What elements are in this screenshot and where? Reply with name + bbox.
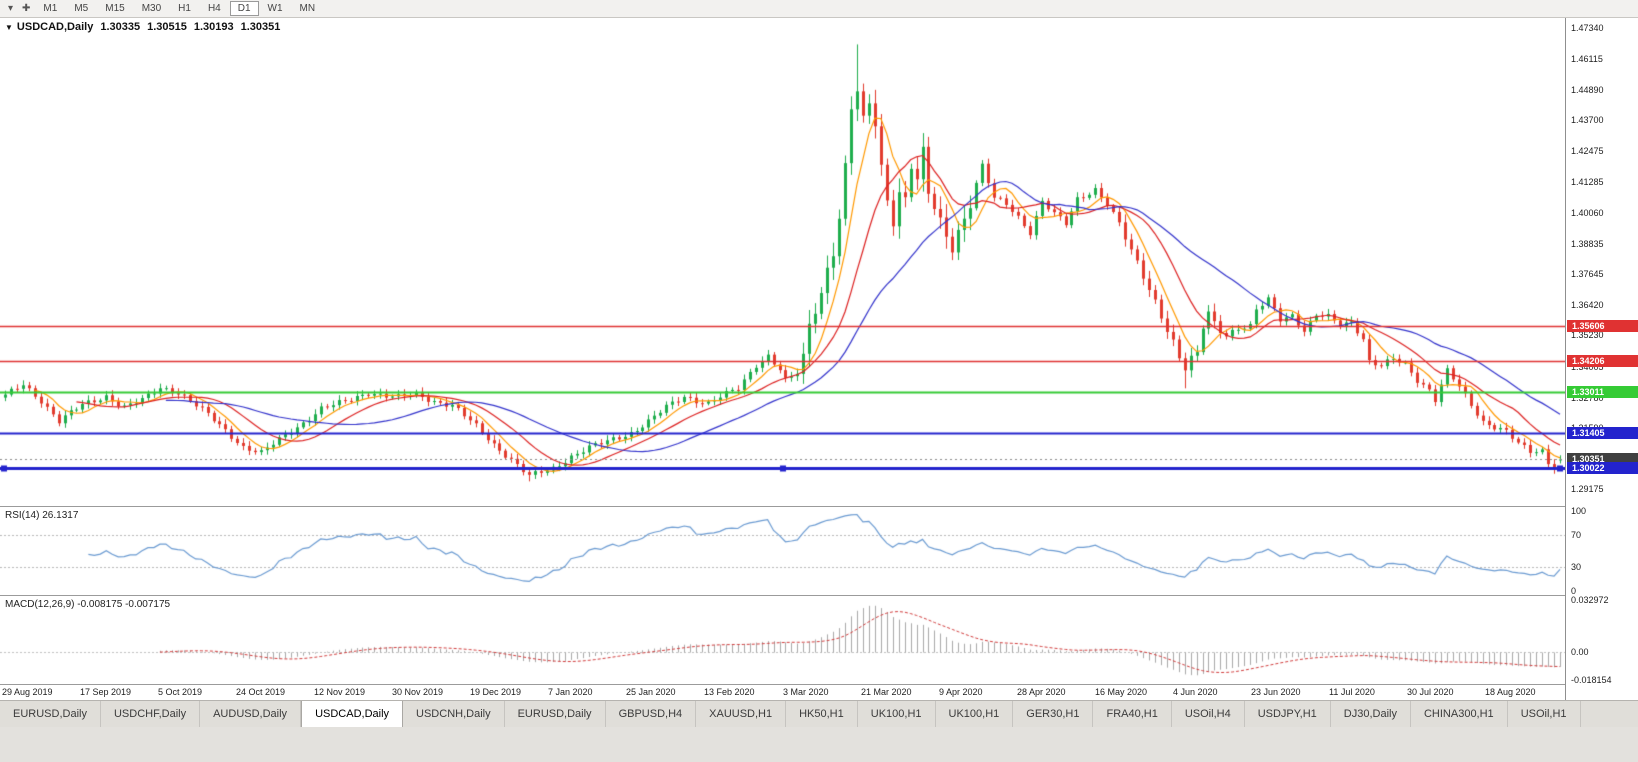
price-tick-label: 1.41285 (1571, 176, 1604, 187)
price-level-tag: 1.30022 (1567, 461, 1638, 474)
date-label: 19 Dec 2019 (470, 687, 522, 697)
timeframe-button-m5[interactable]: M5 (74, 3, 89, 14)
main-chart-canvas[interactable] (0, 18, 1565, 506)
timeframe-button-m15[interactable]: M15 (105, 3, 125, 14)
timeframe-button-m1[interactable]: M1 (43, 3, 58, 14)
date-label: 17 Sep 2019 (80, 687, 132, 697)
macd-indicator-label: MACD(12,26,9) -0.008175 -0.007175 (5, 599, 171, 610)
tab-china300-h1[interactable]: CHINA300,H1 (1411, 701, 1508, 727)
rsi-tick-label: 30 (1571, 562, 1582, 572)
price-tick-label: 1.42475 (1571, 146, 1604, 157)
price-tick-label: 1.29175 (1571, 484, 1604, 495)
timeframe-button-h1[interactable]: H1 (178, 3, 191, 14)
low-value: 1.30193 (193, 21, 234, 33)
date-label: 5 Oct 2019 (158, 687, 203, 697)
tab-xauusd-h1[interactable]: XAUUSD,H1 (696, 701, 787, 727)
rsi-panel-canvas[interactable] (0, 507, 1565, 595)
crosshair-icon[interactable]: ✚ (22, 3, 31, 14)
price-tick-label: 1.35230 (1571, 330, 1604, 341)
price-tick-label: 1.47340 (1571, 22, 1604, 33)
timeframe-button-w1[interactable]: W1 (267, 3, 283, 14)
tab-ger30-h1[interactable]: GER30,H1 (1013, 701, 1094, 727)
price-tick-label: 1.44890 (1571, 84, 1604, 95)
tab-eurusd-daily[interactable]: EURUSD,Daily (0, 701, 101, 727)
price-tick-label: 1.36420 (1571, 300, 1604, 311)
timeframe-button-mn[interactable]: MN (299, 3, 316, 14)
rsi-indicator-label: RSI(14) 26.1317 (5, 510, 79, 521)
date-label: 13 Feb 2020 (704, 687, 755, 697)
timeframe-button-h4[interactable]: H4 (207, 3, 221, 14)
timeframe-button-d1[interactable]: D1 (229, 1, 259, 16)
timeframe-button-group: M1 M5 M15 M30 H1 H4 D1 W1 MN (35, 1, 323, 16)
rsi-tick-label: 70 (1571, 530, 1582, 540)
top-toolbar: ▾ ✚ M1 M5 M15 M30 H1 H4 D1 W1 MN (0, 0, 1638, 18)
tab-usdchf-daily[interactable]: USDCHF,Daily (101, 701, 201, 727)
tab-gbpusd-h4[interactable]: GBPUSD,H4 (606, 701, 697, 727)
price-tick-label: 1.46115 (1571, 53, 1603, 64)
panel-separator[interactable] (0, 506, 1565, 507)
panel-separator (0, 684, 1565, 685)
panel-separator[interactable] (0, 595, 1565, 596)
price-tick-label: 1.40060 (1571, 207, 1604, 218)
timeframe-button-m30[interactable]: M30 (141, 3, 162, 14)
date-label: 3 Mar 2020 (783, 687, 829, 697)
date-label: 21 Mar 2020 (861, 687, 912, 697)
date-label: 23 Jun 2020 (1251, 687, 1301, 697)
symbol-period-label: USDCAD,Daily (16, 21, 94, 33)
date-label: 24 Oct 2019 (236, 687, 286, 697)
tab-usoil-h4[interactable]: USOil,H4 (1172, 701, 1245, 727)
date-label: 12 Nov 2019 (314, 687, 366, 697)
date-label: 25 Jan 2020 (626, 687, 676, 697)
open-value: 1.30335 (100, 21, 141, 33)
macd-tick-label: 0.00 (1571, 646, 1589, 657)
price-tick-label: 1.37645 (1571, 269, 1604, 280)
date-label: 30 Nov 2019 (392, 687, 444, 697)
price-tick-label: 1.43700 (1571, 115, 1604, 126)
price-level-tag: 1.31405 (1567, 426, 1638, 439)
tab-audusd-daily[interactable]: AUDUSD,Daily (200, 701, 302, 727)
price-level-tag: 1.35606 (1567, 319, 1638, 332)
macd-panel-canvas[interactable] (0, 596, 1565, 684)
tab-usdcnh-daily[interactable]: USDCNH,Daily (403, 701, 505, 727)
tab-hk50-h1[interactable]: HK50,H1 (786, 701, 858, 727)
high-value: 1.30515 (147, 21, 187, 33)
time-axis[interactable]: 29 Aug 2019 17 Sep 2019 5 Oct 2019 24 Oct 2… (0, 685, 1565, 700)
date-label: 7 Jan 2020 (548, 687, 593, 697)
tab-dj30-daily[interactable]: DJ30,Daily (1331, 701, 1411, 727)
tab-usdjpy-h1[interactable]: USDJPY,H1 (1245, 701, 1331, 727)
tab-usdcad-daily[interactable]: USDCAD,Daily (301, 701, 404, 727)
macd-tick-label: 0.032972 (1571, 595, 1609, 606)
macd-tick-label: -0.018154 (1571, 674, 1612, 685)
date-label: 11 Jul 2020 (1329, 687, 1375, 697)
price-tick-label: 1.38835 (1571, 238, 1604, 249)
tab-fra40-h1[interactable]: FRA40,H1 (1093, 701, 1172, 727)
tab-eurusd-daily[interactable]: EURUSD,Daily (505, 701, 606, 727)
price-axis[interactable]: 1.47340 1.46115 1.44890 1.43700 1.42475 1.412… (1565, 18, 1638, 700)
date-label: 30 Jul 2020 (1407, 687, 1454, 697)
date-label: 28 Apr 2020 (1017, 687, 1066, 697)
date-label: 18 Aug 2020 (1485, 687, 1536, 697)
rsi-tick-label: 0 (1571, 586, 1577, 596)
tab-usoil-h1[interactable]: USOil,H1 (1508, 701, 1581, 727)
date-label: 9 Apr 2020 (939, 687, 983, 697)
chart-tab-bar: EURUSD,Daily USDCHF,Daily AUDUSD,Daily USDC… (0, 700, 1638, 727)
chart-window: ▼ USDCAD,Daily 1.30335 1.30515 1.30193 1… (0, 18, 1638, 700)
window-background (0, 727, 1638, 762)
price-level-tag: 1.34206 (1567, 355, 1638, 368)
tab-uk100-h1[interactable]: UK100,H1 (858, 701, 936, 727)
date-label: 16 May 2020 (1095, 687, 1148, 697)
tab-uk100-h1[interactable]: UK100,H1 (936, 701, 1014, 727)
price-level-tag: 1.33011 (1567, 385, 1638, 398)
chart-marker-icon: ▼ (5, 22, 13, 32)
ohlc-header: ▼ USDCAD,Daily 1.30335 1.30515 1.30193 1… (5, 21, 280, 33)
chart-menu-icon[interactable]: ▾ (8, 3, 14, 14)
close-value: 1.30351 (240, 21, 281, 33)
rsi-tick-label: 100 (1571, 506, 1587, 516)
date-label: 29 Aug 2019 (2, 687, 53, 697)
date-label: 4 Jun 2020 (1173, 687, 1218, 697)
